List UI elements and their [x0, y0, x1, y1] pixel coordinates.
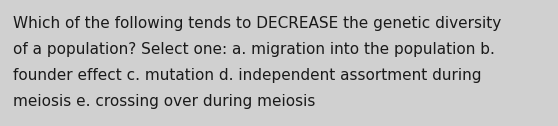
Text: meiosis e. crossing over during meiosis: meiosis e. crossing over during meiosis [13, 94, 315, 109]
Text: founder effect c. mutation d. independent assortment during: founder effect c. mutation d. independen… [13, 68, 482, 83]
Text: Which of the following tends to DECREASE the genetic diversity: Which of the following tends to DECREASE… [13, 16, 501, 31]
Text: of a population? Select one: a. migration into the population b.: of a population? Select one: a. migratio… [13, 42, 495, 57]
